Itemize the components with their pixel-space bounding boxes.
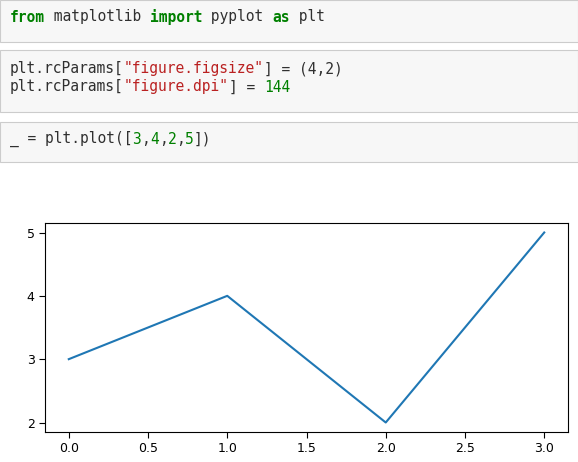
Text: 3: 3 [132,132,141,146]
Text: ,: , [141,132,150,146]
Text: ,: , [159,132,168,146]
Text: 144: 144 [264,79,290,95]
Text: as: as [272,10,290,24]
Text: from: from [10,10,45,24]
Text: "figure.figsize": "figure.figsize" [124,61,264,77]
Text: plt.rcParams[: plt.rcParams[ [10,79,124,95]
Text: 2: 2 [168,132,176,146]
Text: matplotlib: matplotlib [45,10,150,24]
Text: ]): ]) [194,132,211,146]
Text: ] =: ] = [229,79,264,95]
Text: ,: , [176,132,185,146]
Text: "figure.dpi": "figure.dpi" [124,79,229,95]
Text: ] = (4,2): ] = (4,2) [264,61,343,77]
Text: 5: 5 [185,132,194,146]
Text: plt: plt [290,10,325,24]
Text: 4: 4 [150,132,159,146]
Text: pyplot: pyplot [202,10,272,24]
Text: import: import [150,9,202,25]
Text: plt.rcParams[: plt.rcParams[ [10,61,124,77]
Text: _ = plt.plot([: _ = plt.plot([ [10,131,132,147]
